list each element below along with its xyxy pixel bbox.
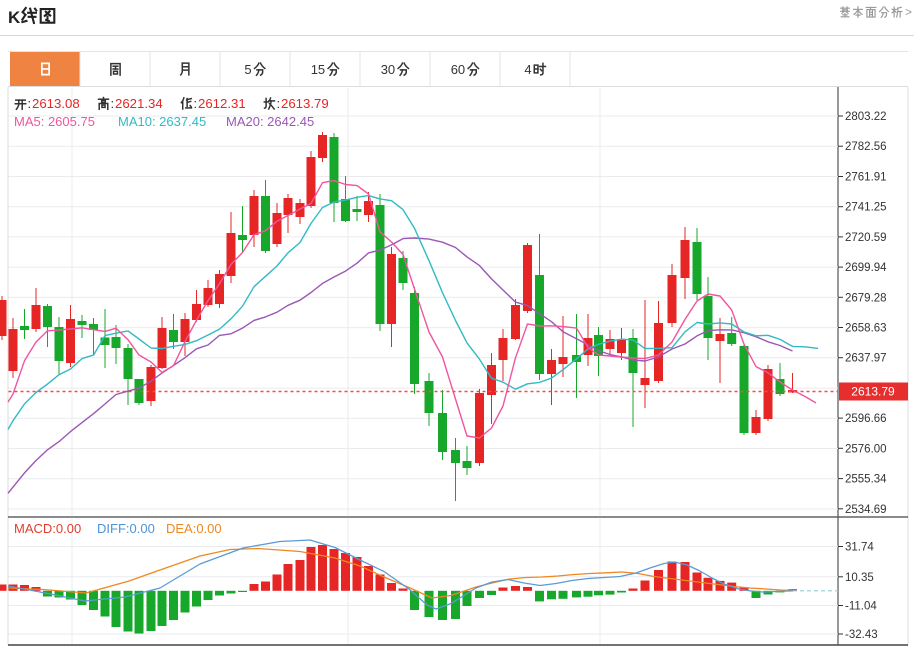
svg-text::: :	[111, 96, 115, 111]
svg-text:4: 4	[524, 62, 531, 77]
svg-text:K: K	[8, 8, 21, 27]
svg-text:30: 30	[381, 62, 395, 77]
svg-text:2534.69: 2534.69	[845, 504, 887, 516]
svg-text:DIFF:0.00: DIFF:0.00	[97, 521, 155, 536]
svg-text:2596.66: 2596.66	[845, 413, 887, 425]
svg-text:MACD:0.00: MACD:0.00	[14, 521, 81, 536]
svg-text:2720.59: 2720.59	[845, 232, 887, 244]
svg-text:2679.28: 2679.28	[845, 292, 887, 304]
svg-text:2613.79: 2613.79	[851, 385, 895, 399]
svg-text:2741.25: 2741.25	[845, 202, 887, 214]
svg-text:2613.79: 2613.79	[281, 96, 329, 111]
svg-text:-32.43: -32.43	[845, 629, 878, 641]
svg-text:>: >	[905, 5, 912, 19]
svg-text:2699.94: 2699.94	[845, 262, 887, 274]
svg-text:2555.34: 2555.34	[845, 474, 887, 486]
svg-text:MA20: 2642.45: MA20: 2642.45	[226, 114, 314, 129]
svg-text:MA10: 2637.45: MA10: 2637.45	[118, 114, 206, 129]
svg-text::: :	[194, 96, 198, 111]
svg-text:2637.97: 2637.97	[845, 353, 887, 365]
svg-text:2761.91: 2761.91	[845, 172, 887, 184]
svg-text:31.74: 31.74	[845, 542, 874, 554]
svg-text:2576.00: 2576.00	[845, 443, 887, 455]
svg-text:2782.56: 2782.56	[845, 141, 887, 153]
svg-text:DEA:0.00: DEA:0.00	[166, 521, 222, 536]
svg-text:2613.08: 2613.08	[32, 96, 80, 111]
svg-text:2658.63: 2658.63	[845, 323, 887, 335]
svg-text:MA5: 2605.75: MA5: 2605.75	[14, 114, 95, 129]
svg-text:60: 60	[451, 62, 465, 77]
svg-text:2612.31: 2612.31	[198, 96, 246, 111]
svg-text:15: 15	[311, 62, 325, 77]
svg-text:2621.34: 2621.34	[115, 96, 163, 111]
svg-text:5: 5	[244, 62, 251, 77]
svg-text::: :	[277, 96, 281, 111]
svg-text:2803.22: 2803.22	[845, 111, 887, 123]
svg-text::: :	[28, 96, 32, 111]
svg-text:10.35: 10.35	[845, 572, 874, 584]
svg-text:-11.04: -11.04	[845, 601, 877, 613]
